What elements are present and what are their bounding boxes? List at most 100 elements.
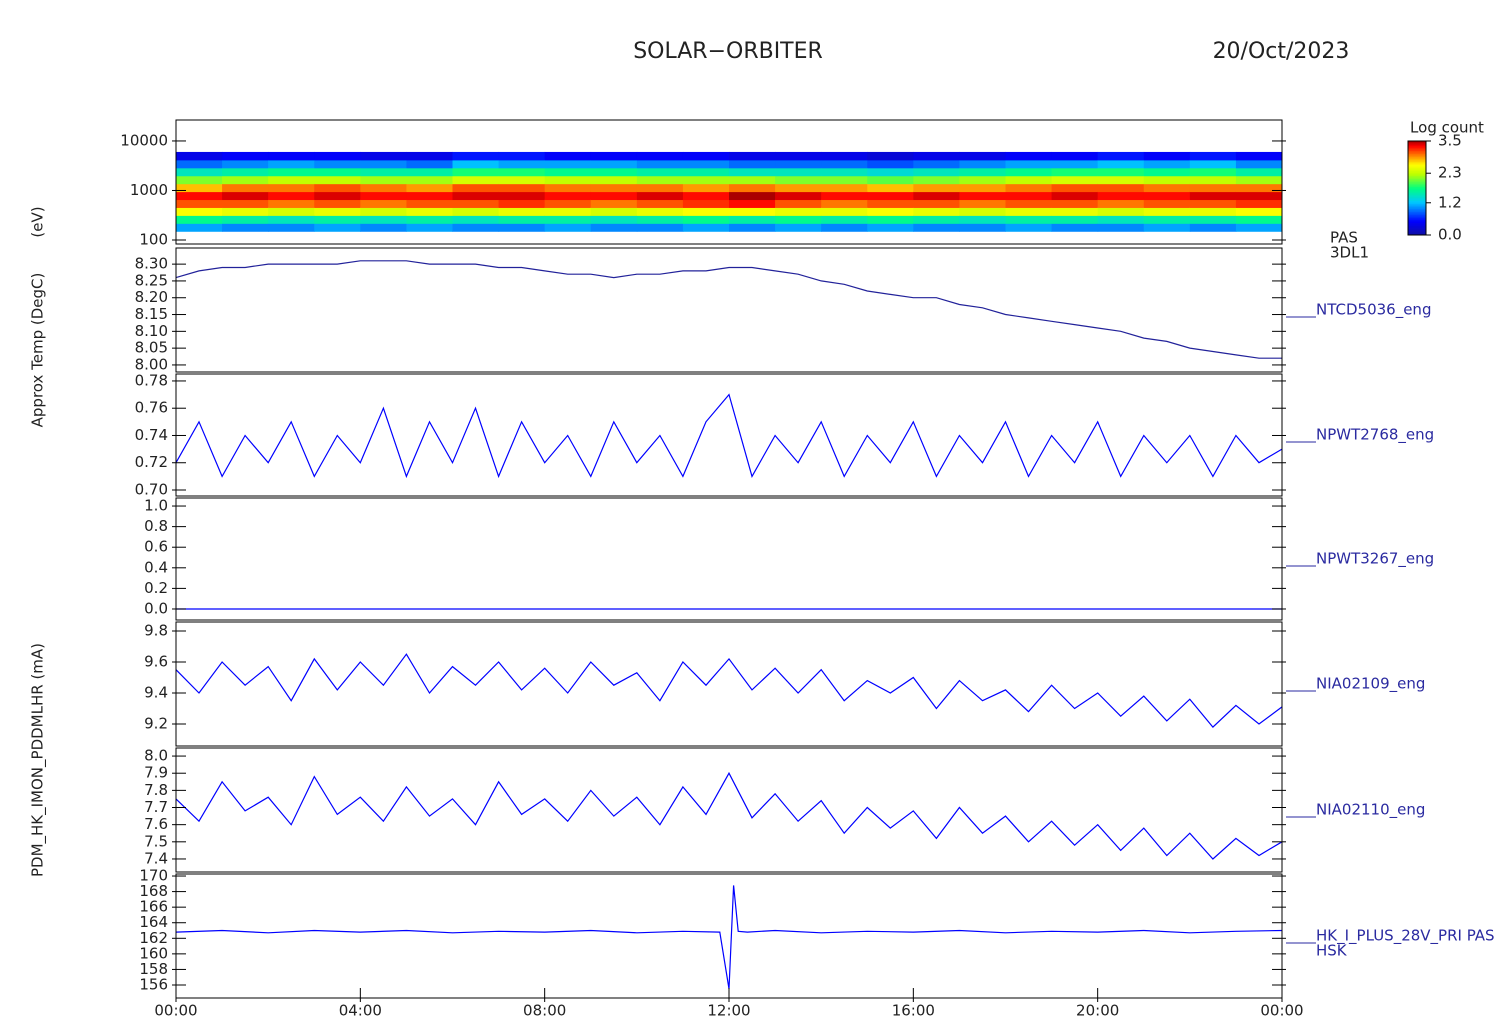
heat-cell [729, 183, 776, 193]
heat-cell [176, 175, 223, 185]
heat-cell [222, 207, 269, 216]
heat-cell [913, 183, 960, 193]
heat-cell [636, 223, 684, 232]
colorbar-swatch [1408, 225, 1426, 228]
colorbar-swatch [1408, 194, 1426, 197]
heat-cell [913, 191, 960, 201]
heat-cell [729, 223, 776, 232]
panel-label: NIA02110_eng [1316, 801, 1425, 820]
heat-cell [1097, 223, 1145, 232]
heat-cell [590, 191, 638, 201]
heat-cell [1143, 183, 1191, 193]
heat-cell [913, 199, 960, 208]
y-tick-label: 8.25 [135, 271, 168, 289]
colorbar-swatch [1408, 178, 1426, 181]
colorbar-swatch [1408, 144, 1426, 147]
heat-cell [498, 151, 546, 161]
heat-cell [1097, 175, 1145, 185]
heat-cell [1235, 151, 1283, 161]
colorbar-swatch [1408, 175, 1426, 178]
heat-cell [867, 175, 914, 185]
heat-cell [590, 199, 638, 208]
heat-cell [314, 151, 361, 161]
colorbar-swatch [1408, 151, 1426, 155]
y-axis-label: PDM_HK_IMON_PDDMLHR (mA) [29, 643, 48, 877]
heat-cell [1051, 191, 1099, 201]
colorbar-swatch [1408, 188, 1426, 191]
heat-cell [222, 223, 269, 232]
heat-cell [1005, 159, 1053, 169]
heat-cell [775, 167, 822, 177]
colorbar-swatch [1408, 173, 1426, 176]
heat-cell [682, 159, 730, 169]
heat-cell [452, 151, 500, 161]
heat-cell [590, 175, 638, 185]
heat-cell [176, 223, 223, 232]
heat-cell [729, 215, 776, 224]
colorbar-swatch [1408, 206, 1426, 209]
heat-cell [959, 151, 1006, 161]
heat-cell [544, 207, 592, 216]
y-tick-label: 7.4 [144, 849, 168, 867]
heat-cell [913, 167, 960, 177]
heat-cell [1235, 167, 1283, 177]
heat-cell [590, 215, 638, 224]
heat-cell [360, 199, 407, 208]
heat-cell [729, 167, 776, 177]
heat-cell [1143, 191, 1191, 201]
colorbar-swatch [1408, 214, 1426, 217]
y-tick-label: 8.00 [135, 355, 168, 373]
heat-cell [682, 167, 730, 177]
y-tick-label: 0.72 [135, 453, 168, 471]
heat-cell [268, 223, 315, 232]
y-tick-label: 0.74 [135, 426, 168, 444]
colorbar-swatch [1408, 220, 1426, 223]
y-tick-label: 9.6 [144, 652, 168, 670]
heat-cell [821, 223, 868, 232]
panel-frame [175, 247, 1283, 373]
colorbar-swatch [1408, 213, 1426, 216]
y-tick-label: 164 [139, 913, 168, 931]
y-tick-label: 7.6 [144, 815, 168, 833]
heat-cell [176, 199, 223, 208]
colorbar-swatch [1408, 164, 1426, 167]
heat-cell [452, 199, 500, 208]
heat-cell [913, 207, 960, 216]
heat-cell [1189, 191, 1237, 201]
heat-cell [406, 215, 453, 224]
heat-cell [222, 167, 269, 177]
heat-cell [1097, 159, 1145, 169]
heat-cell [821, 159, 868, 169]
colorbar-swatch [1408, 224, 1426, 227]
heat-cell [268, 215, 315, 224]
x-tick-label: 12:00 [707, 1002, 750, 1020]
heat-cell [682, 191, 730, 201]
heat-cell [498, 159, 546, 169]
colorbar-swatch [1408, 197, 1426, 200]
colorbar-swatch [1408, 184, 1426, 187]
heat-cell [222, 159, 269, 169]
heat-cell [314, 191, 361, 201]
heat-cell [590, 159, 638, 169]
y-tick-label: 0.76 [135, 399, 168, 417]
heat-cell [775, 175, 822, 185]
heat-cell [452, 191, 500, 201]
panel-label: PAS [1330, 229, 1358, 247]
heat-cell [682, 215, 730, 224]
colorbar-swatch [1408, 166, 1426, 169]
heat-cell [314, 175, 361, 185]
heat-cell [544, 191, 592, 201]
heat-cell [406, 151, 453, 161]
y-tick-label: 8.05 [135, 339, 168, 357]
heat-cell [1005, 215, 1053, 224]
heat-cell [360, 151, 407, 161]
heat-cell [729, 175, 776, 185]
heat-cell [913, 151, 960, 161]
heat-cell [406, 223, 453, 232]
colorbar-swatch [1408, 231, 1426, 234]
y-tick-label: 100 [139, 230, 168, 248]
y-tick-label: 1000 [130, 181, 168, 199]
heat-cell [590, 223, 638, 232]
heat-cell [729, 151, 776, 161]
heat-cell [867, 167, 914, 177]
